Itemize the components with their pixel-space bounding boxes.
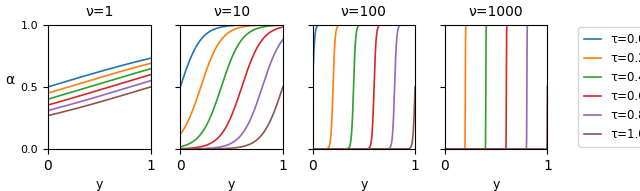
Title: ν=10: ν=10: [213, 6, 250, 19]
Legend: τ=0.0, τ=0.2, τ=0.4, τ=0.6, τ=0.8, τ=1.0: τ=0.0, τ=0.2, τ=0.4, τ=0.6, τ=0.8, τ=1.0: [578, 27, 640, 146]
X-axis label: y: y: [360, 178, 367, 191]
X-axis label: y: y: [228, 178, 236, 191]
Title: ν=1: ν=1: [85, 6, 113, 19]
X-axis label: y: y: [95, 178, 103, 191]
X-axis label: y: y: [492, 178, 500, 191]
Y-axis label: α: α: [5, 73, 14, 87]
Title: ν=1000: ν=1000: [468, 6, 524, 19]
Title: ν=100: ν=100: [341, 6, 387, 19]
